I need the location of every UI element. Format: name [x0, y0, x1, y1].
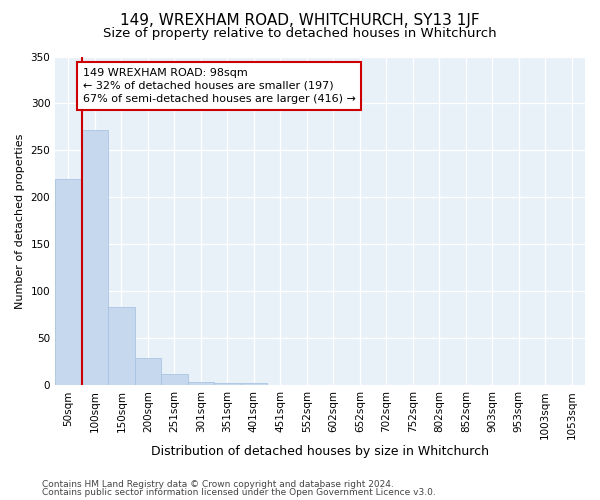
Text: 149 WREXHAM ROAD: 98sqm
← 32% of detached houses are smaller (197)
67% of semi-d: 149 WREXHAM ROAD: 98sqm ← 32% of detache… — [83, 68, 356, 104]
Text: 149, WREXHAM ROAD, WHITCHURCH, SY13 1JF: 149, WREXHAM ROAD, WHITCHURCH, SY13 1JF — [120, 12, 480, 28]
Bar — [134, 358, 161, 386]
Bar — [161, 374, 188, 386]
Bar — [55, 178, 82, 386]
X-axis label: Distribution of detached houses by size in Whitchurch: Distribution of detached houses by size … — [151, 444, 489, 458]
Text: Size of property relative to detached houses in Whitchurch: Size of property relative to detached ho… — [103, 28, 497, 40]
Bar — [108, 306, 134, 386]
Bar — [188, 382, 214, 386]
Bar — [82, 130, 108, 386]
Y-axis label: Number of detached properties: Number of detached properties — [15, 134, 25, 308]
Text: Contains public sector information licensed under the Open Government Licence v3: Contains public sector information licen… — [42, 488, 436, 497]
Bar — [241, 382, 267, 386]
Text: Contains HM Land Registry data © Crown copyright and database right 2024.: Contains HM Land Registry data © Crown c… — [42, 480, 394, 489]
Bar — [214, 382, 241, 386]
